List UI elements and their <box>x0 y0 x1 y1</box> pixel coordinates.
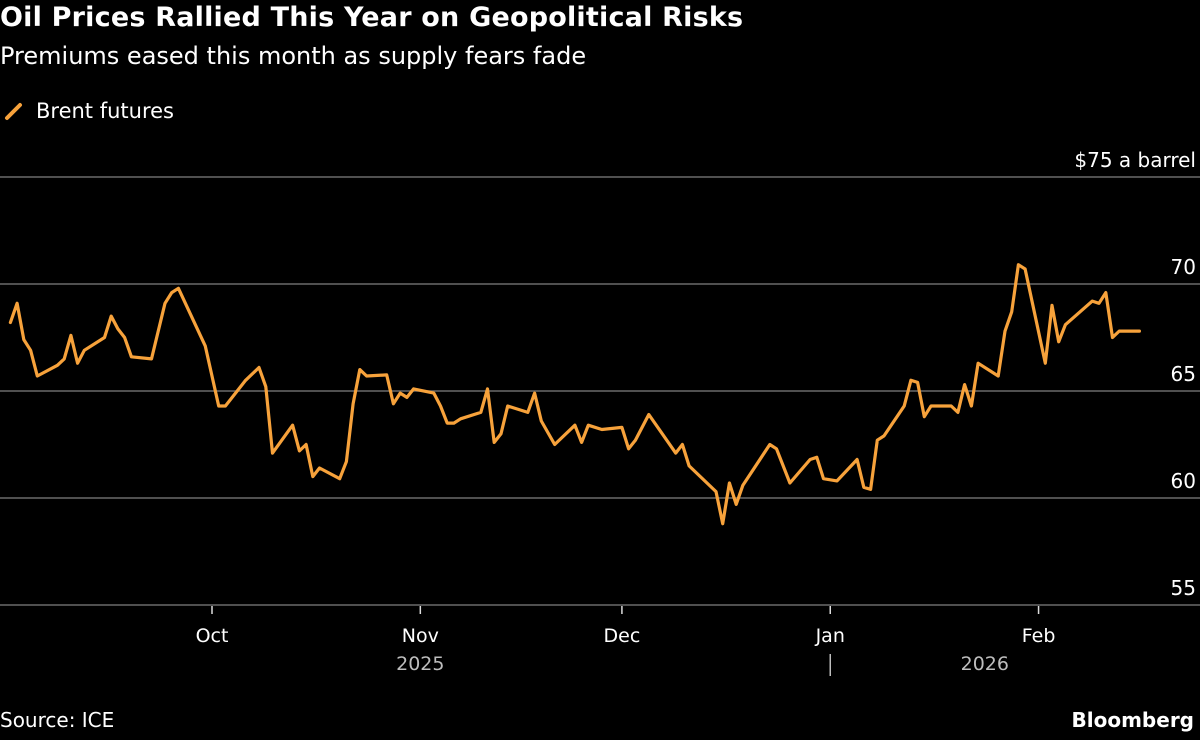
chart-title: Oil Prices Rallied This Year on Geopolit… <box>0 2 744 33</box>
x-tick-label: Feb <box>1022 625 1056 647</box>
x-tick-label: Dec <box>604 625 641 647</box>
x-tick-label: Nov <box>402 625 439 647</box>
chart-subtitle: Premiums eased this month as supply fear… <box>0 42 587 70</box>
y-tick-label: 55 <box>1171 576 1196 600</box>
y-tick-label: 70 <box>1171 255 1196 279</box>
legend: Brent futures <box>4 99 174 123</box>
legend-swatch-icon <box>5 103 22 120</box>
year-label: 2025 <box>396 653 444 675</box>
source-note: Source: ICE <box>0 708 115 732</box>
series-line-brent-futures <box>8 263 1141 526</box>
x-tick-label: Jan <box>815 625 845 647</box>
year-label: 2026 <box>961 653 1009 675</box>
y-tick-label: 65 <box>1171 362 1196 386</box>
brand-logo: Bloomberg <box>1071 708 1194 732</box>
x-tick-label: Oct <box>196 625 229 647</box>
y-tick-label: 60 <box>1171 469 1196 493</box>
legend-label: Brent futures <box>36 99 174 123</box>
y-tick-label: $75 a barrel <box>1074 148 1196 172</box>
